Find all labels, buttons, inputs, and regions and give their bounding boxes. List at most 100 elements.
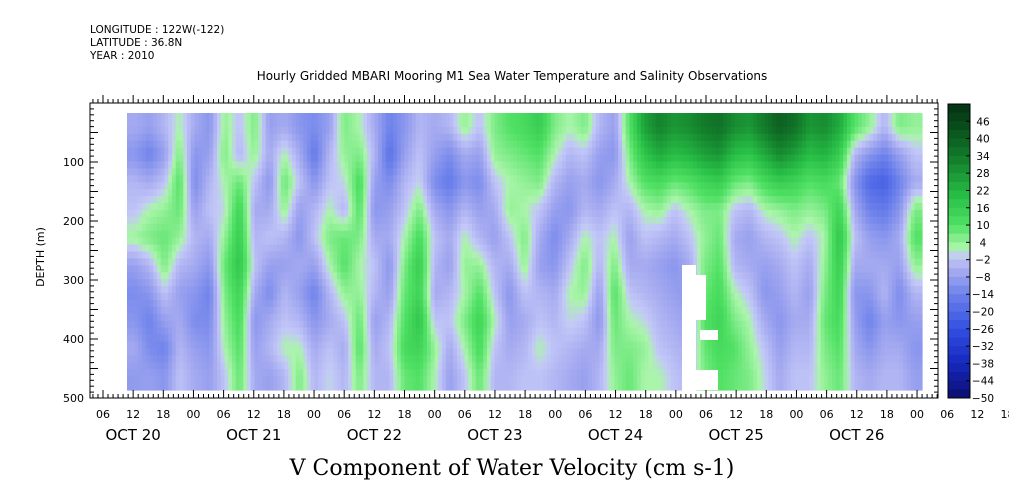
heatmap-cell <box>479 147 484 156</box>
heatmap-cell <box>134 140 139 149</box>
heatmap-cell <box>400 251 406 260</box>
heatmap-cell <box>157 258 162 266</box>
heatmap-cell <box>273 154 278 163</box>
heatmap-cell <box>468 313 473 322</box>
heatmap-cell <box>434 189 439 197</box>
heatmap-cell <box>449 306 454 315</box>
heatmap-cell <box>130 265 136 273</box>
heatmap-cell <box>472 119 477 128</box>
heatmap-cell <box>232 216 237 225</box>
heatmap-cell <box>472 237 477 246</box>
heatmap-cell <box>269 196 274 204</box>
heatmap-cell <box>340 265 346 273</box>
heatmap-cell <box>532 327 537 336</box>
heatmap-cell <box>550 216 556 225</box>
heatmap-cell <box>209 293 214 301</box>
heatmap-cell <box>520 258 526 266</box>
heatmap-cell <box>217 334 222 343</box>
heatmap-cell <box>464 147 469 156</box>
heatmap-cell <box>412 251 417 260</box>
heatmap-cell <box>532 216 537 225</box>
heatmap-cell <box>190 223 196 232</box>
heatmap-cell <box>427 341 432 350</box>
heatmap-cell <box>430 341 436 350</box>
heatmap-cell <box>483 258 488 266</box>
heatmap-cell <box>502 244 507 253</box>
heatmap-cell <box>228 313 233 322</box>
heatmap-cell <box>490 244 496 253</box>
heatmap-cell <box>217 306 222 315</box>
heatmap-cell <box>160 293 166 301</box>
heatmap-cell <box>370 251 376 260</box>
heatmap-cell <box>157 313 162 322</box>
heatmap-cell <box>524 140 529 149</box>
heatmap-cell <box>352 223 357 232</box>
heatmap-cell <box>228 251 233 260</box>
heatmap-cell <box>254 154 259 163</box>
heatmap-cell <box>149 147 154 156</box>
heatmap-cell <box>472 279 477 287</box>
heatmap-cell <box>400 362 406 370</box>
heatmap-cell <box>322 147 327 156</box>
heatmap-cell <box>280 320 286 329</box>
heatmap-cell <box>194 244 199 253</box>
heatmap-cell <box>187 320 192 329</box>
heatmap-cell <box>179 140 184 149</box>
heatmap-cell <box>239 251 244 260</box>
heatmap-cell <box>378 348 383 356</box>
heatmap-cell <box>494 119 499 128</box>
heatmap-cell <box>584 237 589 246</box>
heatmap-cell <box>569 140 574 149</box>
heatmap-cell <box>344 279 349 287</box>
heatmap-cell <box>228 362 233 370</box>
heatmap-cell <box>235 168 241 176</box>
heatmap-cell <box>325 362 331 370</box>
heatmap-cell <box>284 251 289 260</box>
heatmap-cell <box>438 203 443 211</box>
heatmap-cell <box>505 376 511 384</box>
heatmap-cell <box>277 327 282 336</box>
heatmap-cell <box>355 341 361 350</box>
heatmap-cell <box>370 113 376 121</box>
heatmap-cell <box>389 237 394 246</box>
heatmap-cell <box>254 341 259 350</box>
heatmap-cell <box>505 299 511 308</box>
heatmap-cell <box>288 161 293 169</box>
heatmap-cell <box>494 293 499 301</box>
heatmap-cell <box>419 189 424 197</box>
heatmap-cell <box>299 293 304 301</box>
heatmap-cell <box>284 306 289 315</box>
heatmap-cell <box>367 320 372 329</box>
heatmap-cell <box>175 334 181 343</box>
heatmap-cell <box>543 182 548 190</box>
heatmap-cell <box>359 230 364 239</box>
heatmap-cell <box>355 258 361 266</box>
heatmap-cell <box>145 230 151 239</box>
heatmap-cell <box>359 383 364 391</box>
heatmap-cell <box>157 126 162 135</box>
heatmap-cell <box>318 272 323 280</box>
heatmap-cell <box>367 293 372 301</box>
heatmap-cell <box>385 279 391 287</box>
heatmap-cell <box>299 203 304 211</box>
heatmap-cell <box>254 133 259 142</box>
heatmap-cell <box>333 230 338 239</box>
heatmap-cell <box>374 299 379 308</box>
heatmap-cell <box>359 209 364 218</box>
heatmap-cell <box>543 279 548 287</box>
heatmap-cell <box>247 320 252 329</box>
heatmap-cell <box>505 161 511 169</box>
heatmap-cell <box>543 244 548 253</box>
heatmap-cell <box>134 203 139 211</box>
heatmap-cell <box>434 244 439 253</box>
heatmap-cell <box>247 133 252 142</box>
heatmap-cell <box>153 216 158 225</box>
heatmap-cell <box>340 216 346 225</box>
heatmap-cell <box>243 286 248 294</box>
heatmap-cell <box>430 362 436 370</box>
heatmap-cell <box>303 355 308 363</box>
heatmap-cell <box>164 113 169 121</box>
heatmap-cell <box>149 230 154 239</box>
heatmap-cell <box>393 272 398 280</box>
heatmap-cell <box>562 279 567 287</box>
